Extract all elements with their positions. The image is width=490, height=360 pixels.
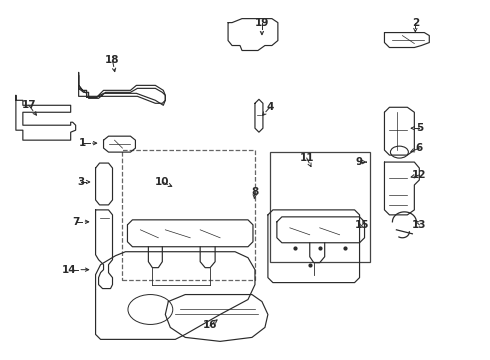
Text: 17: 17 (22, 100, 36, 110)
Bar (270, 152, 369, 262)
Text: 6: 6 (416, 143, 423, 153)
Text: 12: 12 (412, 170, 427, 180)
Text: 5: 5 (416, 123, 423, 133)
Text: 16: 16 (203, 320, 218, 330)
Text: 9: 9 (356, 157, 363, 167)
Text: 2: 2 (412, 18, 419, 28)
Text: 4: 4 (266, 102, 273, 112)
Text: 19: 19 (255, 18, 269, 28)
Text: 11: 11 (299, 153, 314, 163)
Text: 14: 14 (61, 265, 76, 275)
Text: 1: 1 (79, 138, 86, 148)
Text: 8: 8 (251, 187, 259, 197)
Text: 13: 13 (412, 220, 427, 230)
Text: 18: 18 (105, 55, 120, 66)
Text: 3: 3 (77, 177, 84, 187)
Text: 10: 10 (155, 177, 170, 187)
Text: 7: 7 (72, 217, 79, 227)
Bar (122, 150, 255, 280)
Text: 15: 15 (355, 220, 370, 230)
